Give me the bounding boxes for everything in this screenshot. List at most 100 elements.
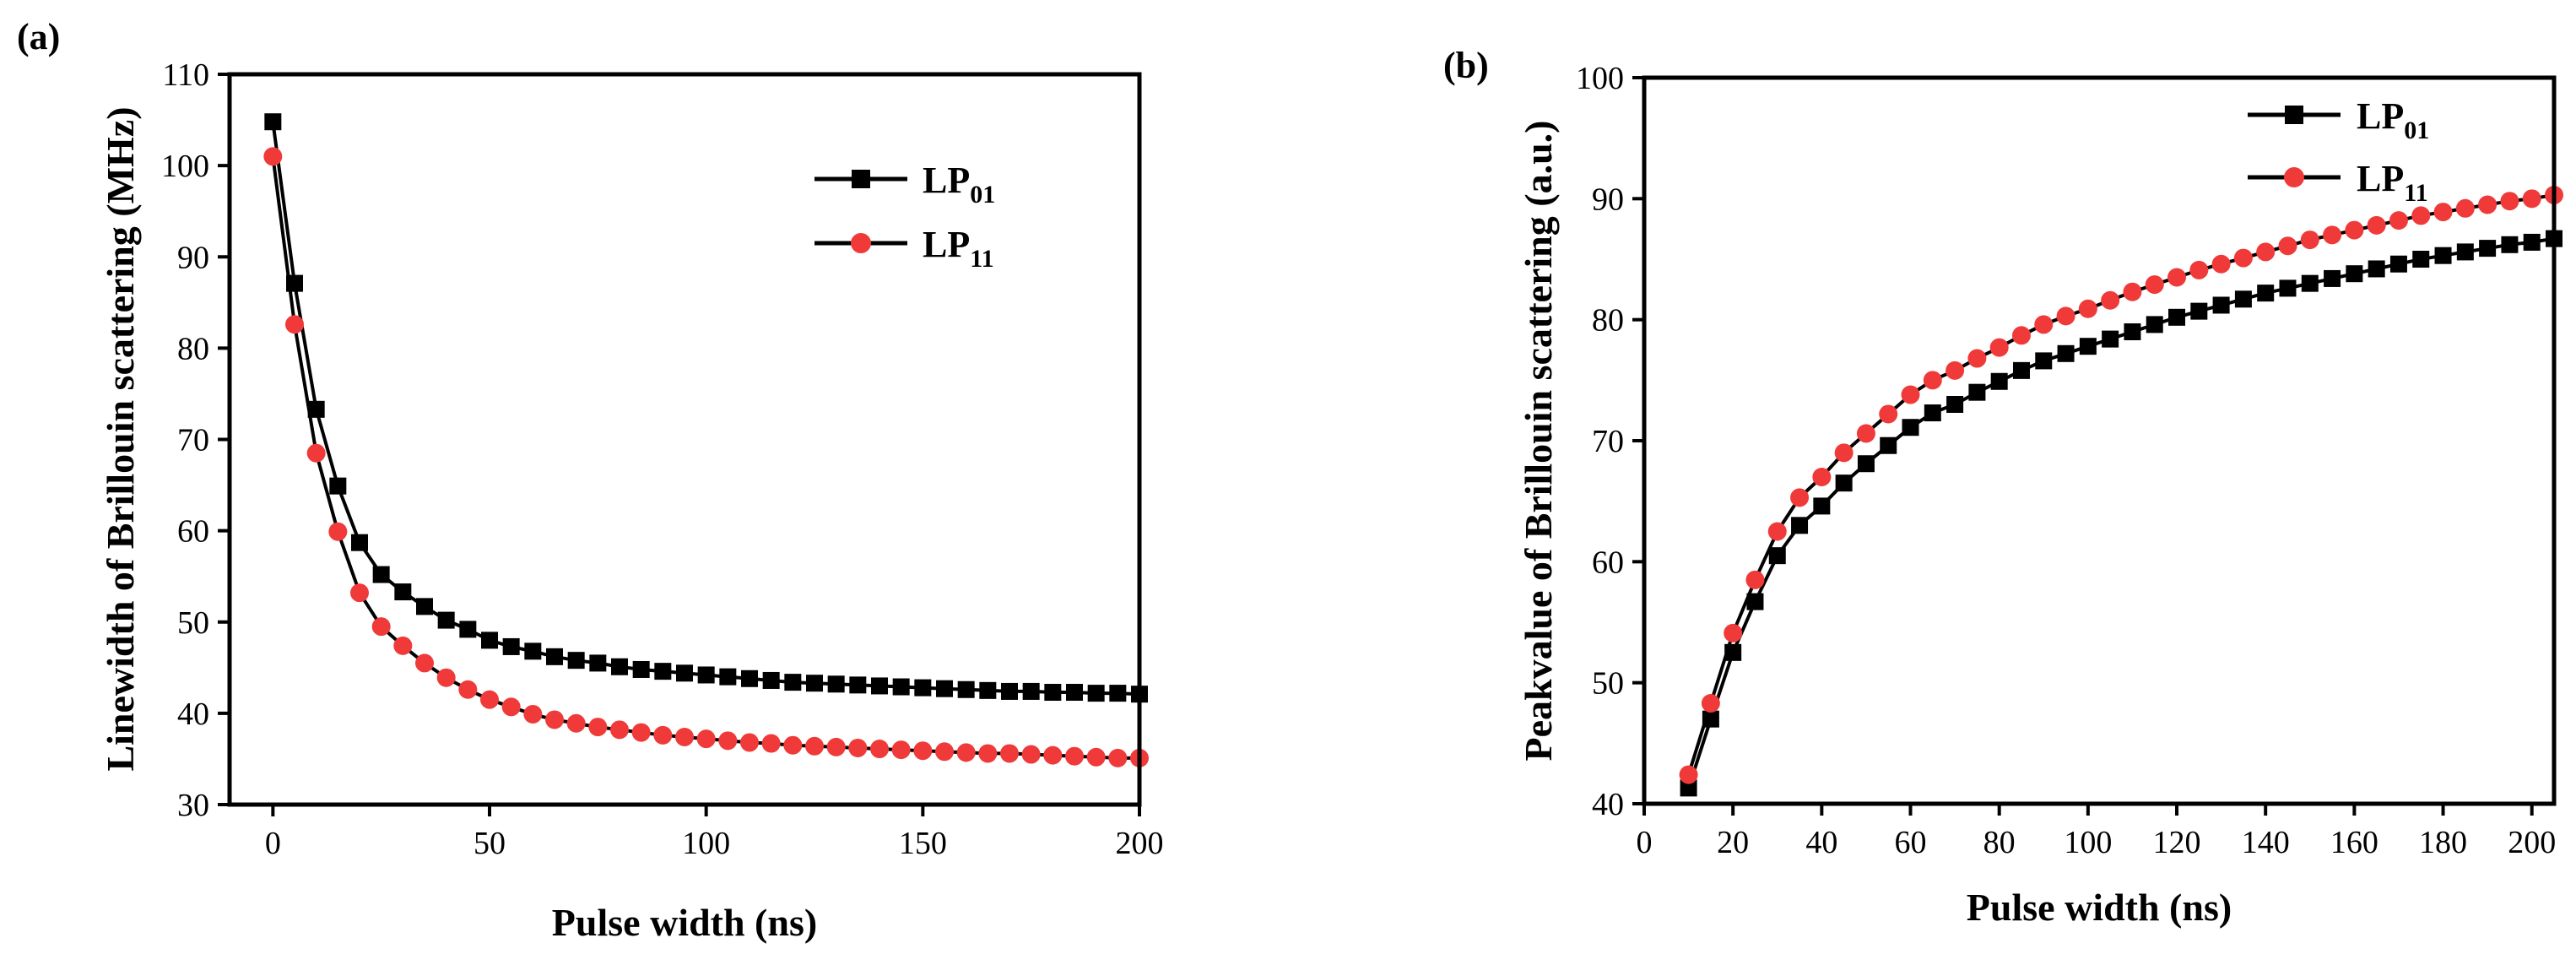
x-tick-label: 180 [2419,825,2467,860]
data-point-lp01 [762,671,780,689]
data-point-lp01 [2124,323,2141,340]
data-point-lp11 [2500,192,2519,211]
data-point-lp11 [1923,371,1942,390]
y-tick-label: 60 [177,514,209,550]
data-point-lp11 [2478,195,2498,214]
legend-label-lp11-b: LP11 [2357,158,2428,207]
y-tick-label: 80 [177,331,209,366]
data-point-lp01 [264,113,282,131]
data-point-lp11 [2278,236,2297,256]
data-point-lp01 [1001,682,1018,700]
data-point-lp11 [2101,290,2120,310]
data-point-lp01 [1946,396,1964,413]
data-point-lp01 [2279,279,2297,297]
x-tick-label: 100 [682,826,730,861]
data-point-lp11 [458,680,478,699]
data-point-lp11 [2433,203,2453,222]
data-point-lp01 [936,680,953,697]
data-point-lp11 [2455,198,2475,218]
data-point-lp01 [1768,547,1786,565]
data-point-lp01 [524,642,542,660]
y-tick-label: 60 [1592,545,1624,580]
data-point-lp01 [1880,436,1897,454]
x-tick-label: 0 [1637,825,1653,860]
data-point-lp11 [1812,468,1832,486]
data-point-lp11 [870,740,889,759]
x-tick-label: 100 [2064,825,2112,860]
legend-b: LP01 LP11 [2248,95,2429,207]
x-tick-label: 200 [1116,826,1164,861]
data-point-lp11 [328,522,348,541]
data-point-lp11 [2145,275,2164,295]
y-tick-label: 100 [1576,61,1624,96]
data-point-lp01 [957,680,975,698]
data-point-lp11 [1021,745,1041,764]
data-point-lp01 [2234,290,2252,308]
legend-label-subscript: 11 [2404,179,2427,207]
data-point-lp11 [2522,189,2541,209]
data-point-lp01 [697,666,715,684]
data-point-lp11 [761,734,781,753]
data-point-lp01 [2035,352,2053,370]
data-point-lp01 [1990,372,2008,390]
data-point-lp01 [2523,233,2541,251]
legend-label-subscript: 01 [2404,117,2429,144]
data-point-lp11 [371,617,391,637]
data-point-lp11 [1745,570,1765,589]
data-point-lp11 [1065,746,1084,766]
y-axis-ticks-b: 40 50 60 70 80 90 100 [1576,61,1644,822]
plot-area-b [1679,186,2563,797]
data-point-lp11 [415,653,434,673]
data-point-lp01 [1924,404,1941,422]
series-line-lp01 [271,121,1140,697]
data-point-lp11 [1790,488,1810,507]
y-tick-label: 100 [161,149,209,184]
legend-label-subscript: 01 [970,181,995,209]
data-point-lp01 [546,648,563,665]
data-point-lp11 [675,727,694,746]
legend-marker-lp01-a [852,170,870,188]
data-point-lp11 [588,718,608,737]
data-point-lp01 [719,668,737,686]
y-tick-label: 80 [1592,303,1624,339]
data-point-lp01 [502,637,520,655]
data-point-lp01 [741,670,758,687]
data-point-lp11 [1724,623,1743,642]
data-point-lp01 [437,611,455,629]
legend-label-base: LP [923,224,970,265]
y-tick-label: 40 [1592,787,1624,822]
legend-label-lp11-a: LP11 [923,224,994,273]
data-point-lp11 [805,736,824,756]
data-point-lp11 [1000,744,1019,763]
data-point-lp01 [372,566,390,583]
y-tick-label: 30 [177,788,209,823]
y-tick-label: 50 [177,605,209,641]
panel-label-a: (a) [17,16,60,57]
data-point-lp01 [2346,265,2363,283]
data-point-lp01 [2479,240,2497,258]
data-point-lp01 [2301,274,2319,292]
data-point-lp01 [2456,243,2474,261]
data-point-lp11 [935,742,954,762]
data-point-lp01 [1857,455,1875,473]
data-point-lp01 [416,598,433,615]
data-point-lp01 [567,652,585,670]
series-line-lp11 [1686,193,2555,776]
chart-panel-b: (b) 0 20 40 60 80 100 120 140 160 180 200 40 50 60 70… [1443,45,2563,929]
x-tick-label: 80 [1983,825,2016,860]
data-point-lp11 [718,731,738,751]
data-point-lp11 [891,740,911,760]
data-point-lp11 [1901,385,1920,404]
data-point-lp01 [1968,383,1986,401]
data-point-lp01 [2102,330,2119,348]
x-tick-label: 120 [2153,825,2201,860]
data-point-lp01 [914,679,932,697]
data-point-lp11 [1967,349,1987,368]
data-point-lp11 [2123,282,2142,301]
data-point-lp11 [653,725,673,745]
data-point-lp01 [329,477,347,495]
data-point-lp01 [1109,685,1127,702]
legend-a: LP01 LP11 [814,160,995,273]
data-point-lp01 [2389,255,2407,273]
legend-label-lp01-a: LP01 [923,160,995,209]
